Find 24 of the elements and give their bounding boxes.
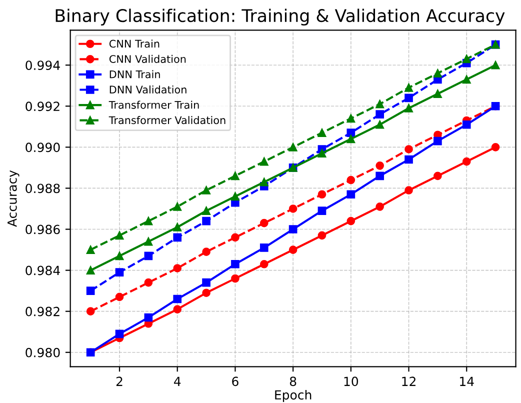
y-tick-label: 0.994: [26, 60, 60, 70]
x-tick-label: 8: [290, 376, 296, 386]
chart-title: Binary Classification: Training & Validation Accuracy: [56, 8, 505, 26]
y-tick-label: 0.990: [26, 142, 60, 152]
legend-label: DNN Train: [110, 70, 160, 78]
legend-label: Transformer Train: [108, 100, 199, 109]
x-tick-label: 2: [116, 376, 122, 386]
legend-label: CNN Validation: [109, 54, 186, 63]
x-tick-label: 12: [402, 376, 416, 386]
x-tick-label: 10: [344, 376, 358, 386]
y-tick-label: 0.982: [26, 306, 60, 316]
legend-label: Transformer Validation: [108, 116, 226, 124]
y-tick-label: 0.984: [26, 266, 60, 276]
legend-label: CNN Train: [109, 40, 160, 48]
y-tick-label: 0.992: [26, 102, 60, 112]
y-tick-label: 0.980: [26, 348, 60, 358]
legend-label: DNN Validation: [110, 85, 186, 94]
y-tick-label: 0.988: [26, 184, 60, 194]
x-tick-label: 6: [232, 376, 238, 386]
x-tick-label: 14: [460, 376, 474, 386]
x-tick-label: 4: [174, 376, 181, 386]
y-tick-label: 0.986: [26, 224, 60, 234]
x-axis-title: Epoch: [275, 390, 312, 402]
y-axis-title: Accuracy: [8, 170, 20, 227]
